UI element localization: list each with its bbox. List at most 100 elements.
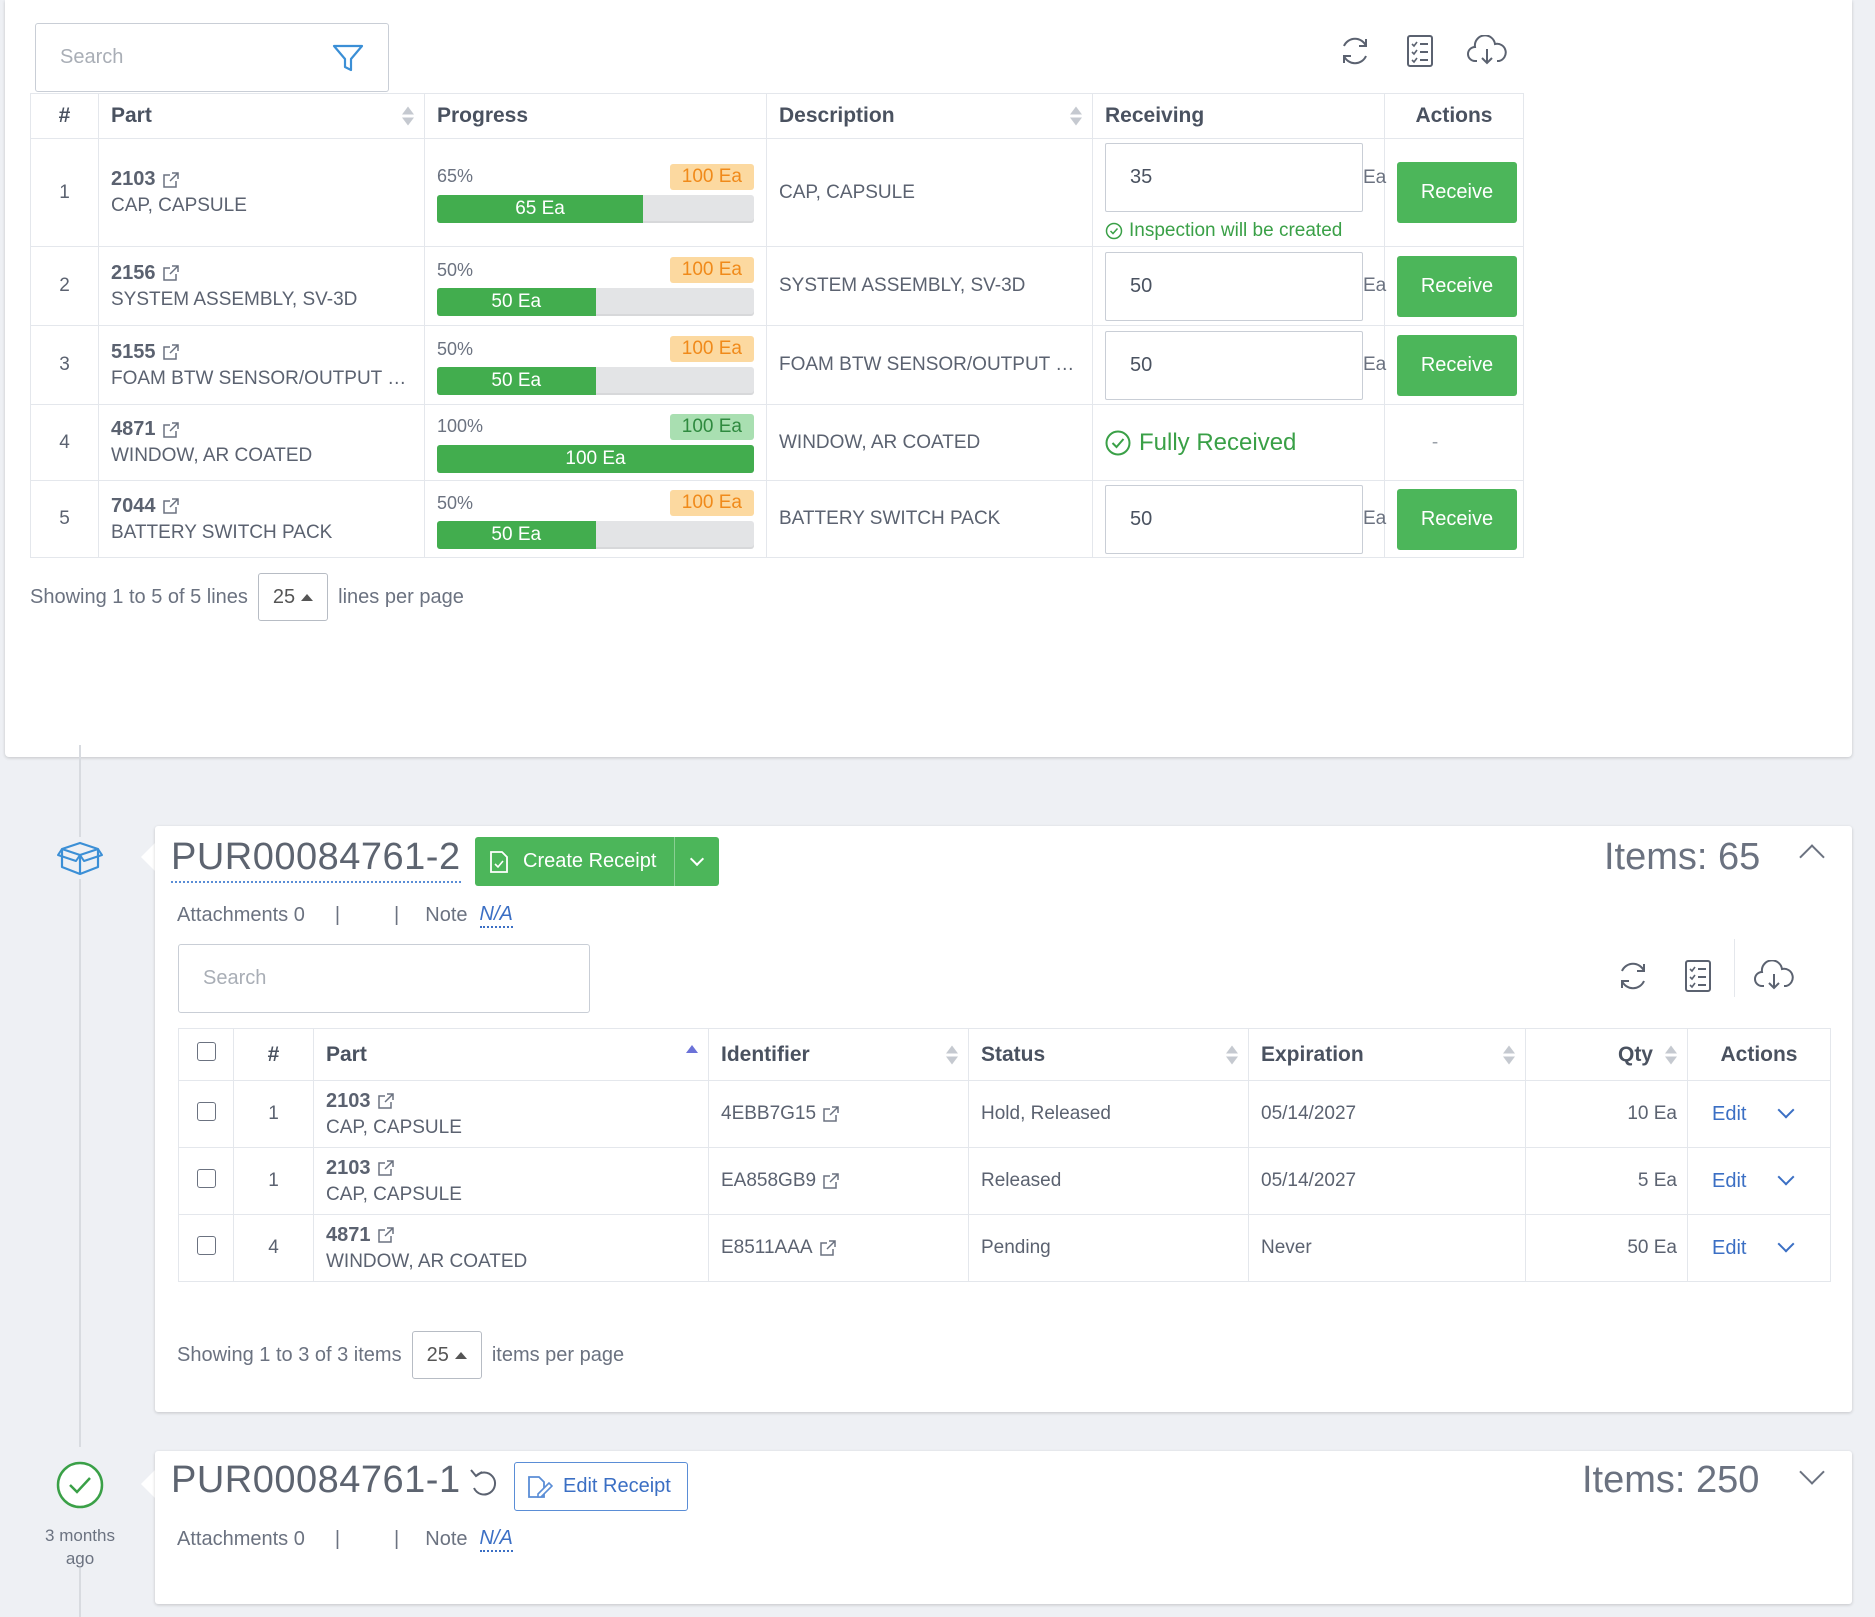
col-qty[interactable]: Qty	[1525, 1028, 1688, 1081]
chevron-down-icon[interactable]	[1777, 1235, 1795, 1252]
filter-button[interactable]	[307, 23, 389, 92]
edit-link[interactable]: Edit	[1712, 1102, 1747, 1125]
part-number[interactable]: 5155	[111, 341, 412, 364]
receipt-download-button[interactable]	[1754, 956, 1794, 996]
columns-button[interactable]	[1400, 31, 1440, 71]
external-link-icon[interactable]	[162, 171, 180, 189]
document-icon	[490, 850, 508, 873]
per-page-select[interactable]: 25	[257, 573, 329, 621]
create-receipt-dropdown[interactable]	[675, 837, 719, 886]
download-button[interactable]	[1467, 31, 1507, 71]
note-label: Note	[425, 1528, 468, 1550]
identifier[interactable]: EA858GB9	[721, 1170, 817, 1191]
ordered-badge: 100 Ea	[669, 257, 754, 283]
edit-receipt-button[interactable]: Edit Receipt	[514, 1462, 688, 1511]
external-link-icon[interactable]	[819, 1239, 837, 1257]
part-desc: WINDOW, AR COATED	[326, 1250, 528, 1272]
col-part[interactable]: Part	[98, 93, 425, 139]
receive-button[interactable]: Receive	[1397, 162, 1517, 223]
select-all-checkbox[interactable]	[196, 1042, 216, 1061]
ordered-badge: 100 Ea	[669, 413, 754, 440]
caret-up-icon	[301, 593, 314, 601]
col-progress: Progress	[424, 93, 767, 139]
check-circle-icon	[56, 1461, 104, 1509]
check-circle-icon	[1105, 430, 1131, 455]
part-number[interactable]: 4871	[111, 418, 412, 441]
row-checkbox[interactable]	[196, 1101, 216, 1121]
col-expiration[interactable]: Expiration	[1248, 1028, 1526, 1081]
unit-label: Ea	[1363, 354, 1387, 375]
external-link-icon[interactable]	[162, 264, 180, 282]
attachments[interactable]: Attachments 0	[177, 904, 305, 926]
identifier[interactable]: 4EBB7G15	[721, 1103, 817, 1124]
external-link-icon[interactable]	[377, 1092, 395, 1110]
note-value[interactable]: N/A	[479, 1527, 513, 1552]
receipt-refresh-button[interactable]	[1613, 956, 1653, 996]
row-num: 1	[233, 1147, 314, 1215]
attachments[interactable]: Attachments 0	[177, 1528, 305, 1550]
part-number[interactable]: 7044	[111, 495, 412, 518]
col-description[interactable]: Description	[766, 93, 1093, 139]
expiration-cell: Never	[1248, 1214, 1526, 1282]
progress-bar: 50 Ea	[437, 367, 754, 395]
receive-qty-input[interactable]	[1105, 484, 1363, 554]
receipt-search-input[interactable]	[179, 945, 589, 1012]
timeline-line	[79, 745, 81, 1447]
col-identifier[interactable]: Identifier	[708, 1028, 969, 1081]
col-status[interactable]: Status	[968, 1028, 1249, 1081]
receive-qty-input[interactable]	[1105, 251, 1363, 321]
edit-link[interactable]: Edit	[1712, 1169, 1747, 1192]
part-desc: FOAM BTW SENSOR/OUTPUT BOARD, ...	[111, 367, 412, 389]
part-cell: 2156 SYSTEM ASSEMBLY, SV-3D	[98, 246, 425, 326]
part-number[interactable]: 2103	[326, 1090, 696, 1113]
search-input[interactable]	[36, 24, 311, 91]
qty-cell: 5 Ea	[1525, 1147, 1688, 1215]
revert-button[interactable]	[468, 1466, 498, 1503]
checklist-icon	[1685, 960, 1711, 992]
receipt-title[interactable]: PUR00084761-2	[171, 836, 461, 883]
per-page-select[interactable]: 25	[411, 1331, 482, 1379]
external-link-icon[interactable]	[377, 1226, 395, 1244]
receive-button[interactable]: Receive	[1397, 334, 1517, 396]
part-number[interactable]: 2103	[111, 168, 412, 191]
receipt-title: PUR00084761-1	[171, 1459, 461, 1501]
receipt-card-2: PUR00084761-2 Create Receipt Items: 65 A…	[155, 826, 1852, 1412]
table-row: 4 4871 WINDOW, AR COATED E8511AAA Pendin…	[178, 1214, 1831, 1282]
progress-bar: 50 Ea	[437, 288, 754, 316]
receipt-meta: Attachments 0 | | Note N/A	[177, 903, 513, 928]
create-receipt-button[interactable]: Create Receipt	[475, 837, 720, 886]
edit-link[interactable]: Edit	[1712, 1236, 1747, 1259]
col-part[interactable]: Part	[313, 1028, 709, 1081]
part-number[interactable]: 4871	[326, 1224, 696, 1247]
part-number[interactable]: 2103	[326, 1157, 696, 1180]
refresh-button[interactable]	[1335, 31, 1375, 71]
receive-button[interactable]: Receive	[1397, 255, 1517, 317]
receive-qty-input[interactable]	[1105, 330, 1363, 400]
chevron-up-icon[interactable]	[1799, 844, 1825, 870]
chevron-down-icon[interactable]	[1777, 1168, 1795, 1185]
row-checkbox[interactable]	[196, 1235, 216, 1255]
progress-percent: 100%	[437, 416, 484, 436]
receiving-cell: Ea	[1092, 480, 1386, 558]
external-link-icon[interactable]	[822, 1105, 840, 1123]
receive-button[interactable]: Receive	[1397, 488, 1517, 550]
col-num: #	[233, 1028, 314, 1081]
external-link-icon[interactable]	[822, 1172, 840, 1190]
external-link-icon[interactable]	[377, 1159, 395, 1177]
external-link-icon[interactable]	[162, 343, 180, 361]
progress-fill: 65 Ea	[437, 194, 644, 223]
chevron-down-icon[interactable]	[1777, 1101, 1795, 1118]
progress-bar: 100 Ea	[437, 444, 754, 473]
chevron-down-icon[interactable]	[1799, 1459, 1825, 1485]
progress-cell: 50% 100 Ea 50 Ea	[424, 480, 767, 558]
receipt-columns-button[interactable]	[1678, 956, 1718, 996]
note-value[interactable]: N/A	[479, 903, 513, 928]
unit-label: Ea	[1363, 166, 1387, 188]
row-checkbox[interactable]	[196, 1168, 216, 1188]
external-link-icon[interactable]	[162, 497, 180, 515]
col-actions: Actions	[1384, 93, 1524, 139]
identifier[interactable]: E8511AAA	[721, 1237, 813, 1258]
receive-qty-input[interactable]	[1105, 143, 1363, 212]
part-number[interactable]: 2156	[111, 262, 412, 285]
external-link-icon[interactable]	[162, 421, 180, 439]
